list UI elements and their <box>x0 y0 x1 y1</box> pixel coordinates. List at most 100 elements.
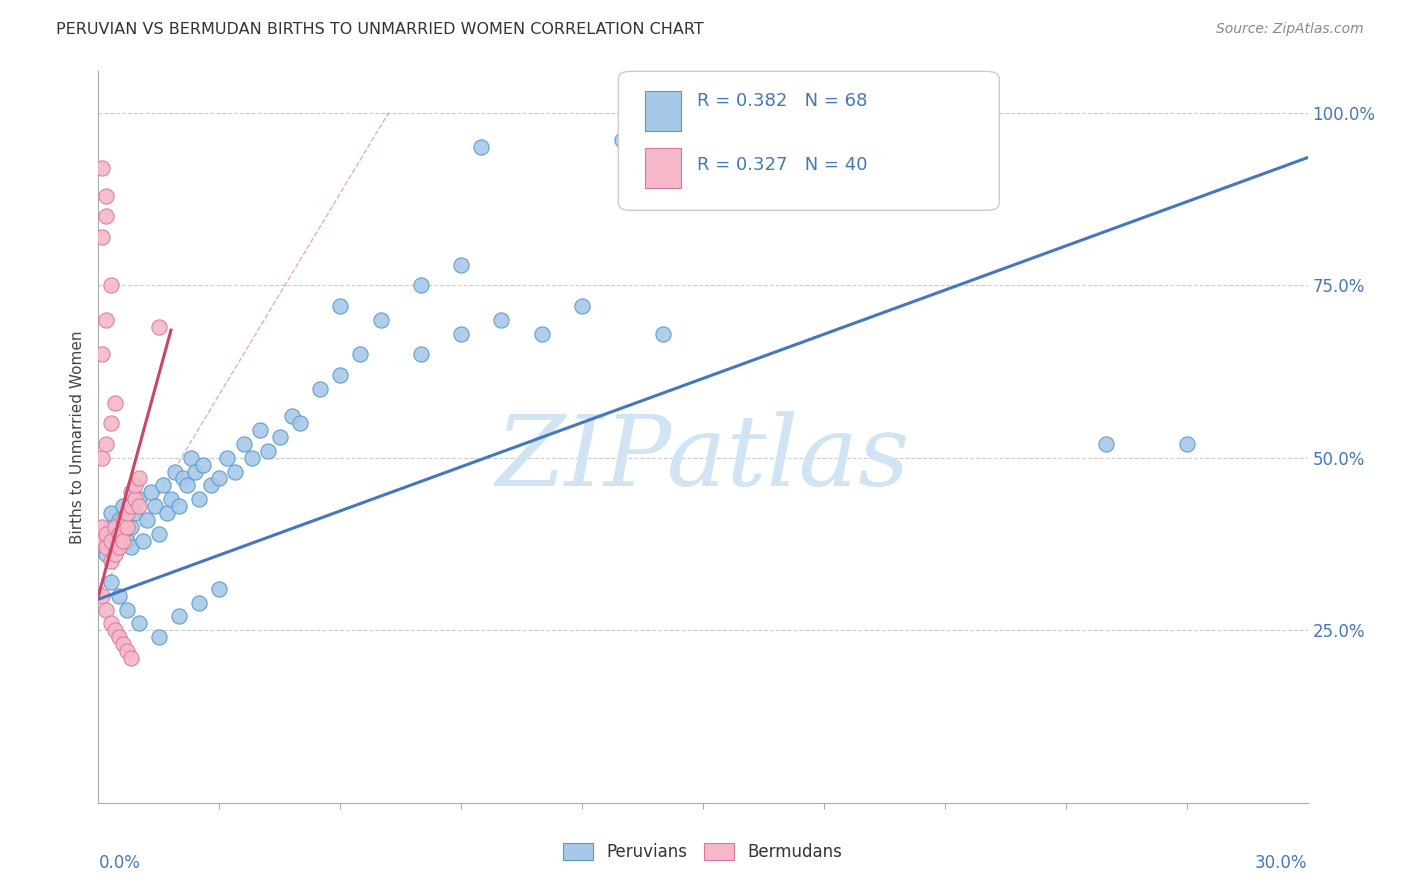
Point <box>208 582 231 596</box>
Point <box>128 471 150 485</box>
Point <box>91 347 114 361</box>
Text: R = 0.382   N = 68: R = 0.382 N = 68 <box>697 92 868 110</box>
Point <box>100 574 122 589</box>
Point <box>571 299 593 313</box>
Point <box>148 526 170 541</box>
Point <box>180 450 202 465</box>
Point <box>91 533 114 548</box>
Point <box>103 520 125 534</box>
Text: 30.0%: 30.0% <box>1256 854 1308 872</box>
Point <box>188 596 211 610</box>
Point <box>893 133 915 147</box>
Point <box>470 140 492 154</box>
Point <box>1175 437 1198 451</box>
Point <box>450 258 472 272</box>
Point <box>100 533 122 548</box>
Point <box>132 533 155 548</box>
Point <box>103 541 125 555</box>
Point <box>124 506 146 520</box>
Point <box>329 299 352 313</box>
Point <box>288 417 311 431</box>
Point <box>107 526 129 541</box>
Point <box>91 589 114 603</box>
Point <box>128 499 150 513</box>
Point <box>148 319 170 334</box>
Point <box>103 548 125 562</box>
Point <box>184 465 207 479</box>
Point <box>152 478 174 492</box>
Point <box>100 554 122 568</box>
Point <box>111 513 134 527</box>
Point <box>96 312 118 326</box>
Point <box>107 513 129 527</box>
Point <box>167 609 190 624</box>
Point <box>176 478 198 492</box>
Point <box>96 526 118 541</box>
Point <box>96 602 118 616</box>
Text: R = 0.327   N = 40: R = 0.327 N = 40 <box>697 156 868 174</box>
Point <box>128 616 150 631</box>
Point <box>91 520 114 534</box>
Point <box>115 506 138 520</box>
Point <box>409 278 432 293</box>
Text: ZIPatlas: ZIPatlas <box>496 411 910 507</box>
Point <box>115 520 138 534</box>
Point <box>100 520 122 534</box>
Point <box>491 312 513 326</box>
Point <box>256 443 278 458</box>
Point <box>100 616 122 631</box>
Point <box>450 326 472 341</box>
Point <box>240 450 263 465</box>
Point <box>143 499 166 513</box>
Point <box>111 533 134 548</box>
Point <box>96 209 118 223</box>
Point <box>217 450 239 465</box>
Point <box>208 471 231 485</box>
Point <box>96 188 118 202</box>
Point <box>163 465 186 479</box>
Text: Source: ZipAtlas.com: Source: ZipAtlas.com <box>1216 22 1364 37</box>
Point <box>107 630 129 644</box>
Point <box>107 541 129 555</box>
Point <box>349 347 371 361</box>
Point <box>409 347 432 361</box>
Point <box>120 651 142 665</box>
Point <box>103 395 125 409</box>
Point <box>91 450 114 465</box>
Point <box>120 485 142 500</box>
Point <box>160 492 183 507</box>
Point <box>172 471 194 485</box>
Point <box>193 458 215 472</box>
Point <box>96 548 118 562</box>
Point <box>96 541 118 555</box>
Point <box>370 312 392 326</box>
Point <box>100 506 122 520</box>
Point <box>188 492 211 507</box>
FancyBboxPatch shape <box>645 148 682 188</box>
Text: PERUVIAN VS BERMUDAN BIRTHS TO UNMARRIED WOMEN CORRELATION CHART: PERUVIAN VS BERMUDAN BIRTHS TO UNMARRIED… <box>56 22 704 37</box>
Point <box>91 230 114 244</box>
Point <box>107 589 129 603</box>
Point <box>139 485 162 500</box>
Point <box>281 409 304 424</box>
Point <box>115 602 138 616</box>
Point <box>249 423 271 437</box>
Point <box>772 127 794 141</box>
Point <box>115 533 138 548</box>
Point <box>120 499 142 513</box>
Legend: Peruvians, Bermudans: Peruvians, Bermudans <box>557 836 849 868</box>
Point <box>91 161 114 175</box>
Point <box>200 478 222 492</box>
Point <box>156 506 179 520</box>
Point <box>309 382 332 396</box>
FancyBboxPatch shape <box>645 91 682 131</box>
Point <box>224 465 246 479</box>
Point <box>232 437 254 451</box>
Point <box>148 630 170 644</box>
Point <box>100 278 122 293</box>
Point <box>91 533 114 548</box>
Point <box>124 492 146 507</box>
Point <box>111 637 134 651</box>
Point <box>269 430 291 444</box>
Point <box>120 520 142 534</box>
